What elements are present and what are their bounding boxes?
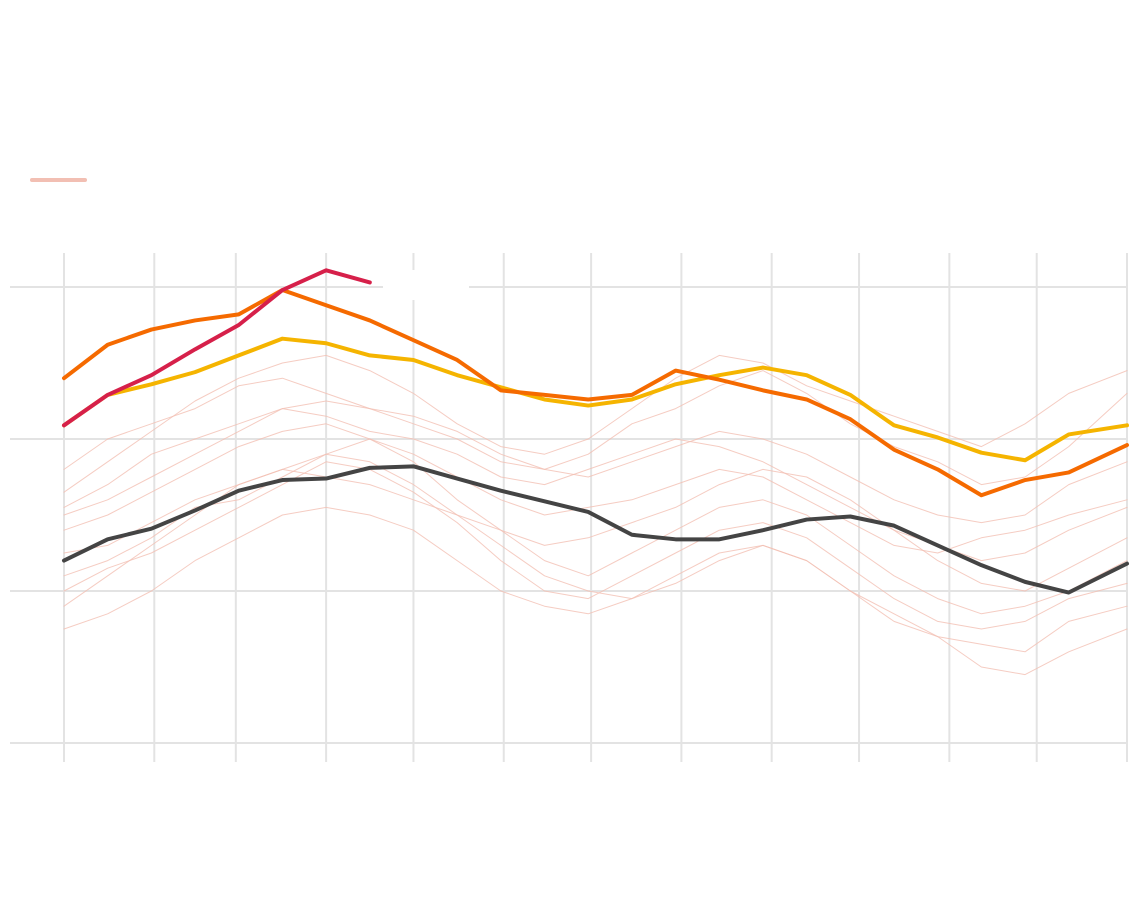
series-line xyxy=(62,464,1129,595)
faint-line xyxy=(63,400,1128,524)
label-gap xyxy=(383,270,469,300)
faint-line xyxy=(63,423,1128,554)
lines xyxy=(62,268,1129,676)
faint-line xyxy=(63,408,1128,562)
faint-line xyxy=(63,453,1128,653)
series-line xyxy=(62,336,1129,463)
faint-line xyxy=(63,438,1128,615)
faint-line xyxy=(63,370,1128,486)
faint-line xyxy=(63,506,1128,676)
faint-line xyxy=(63,354,1128,493)
series-line xyxy=(62,288,1129,498)
faint-line xyxy=(63,468,1128,592)
series-line xyxy=(62,268,372,428)
faint-line xyxy=(63,461,1128,630)
